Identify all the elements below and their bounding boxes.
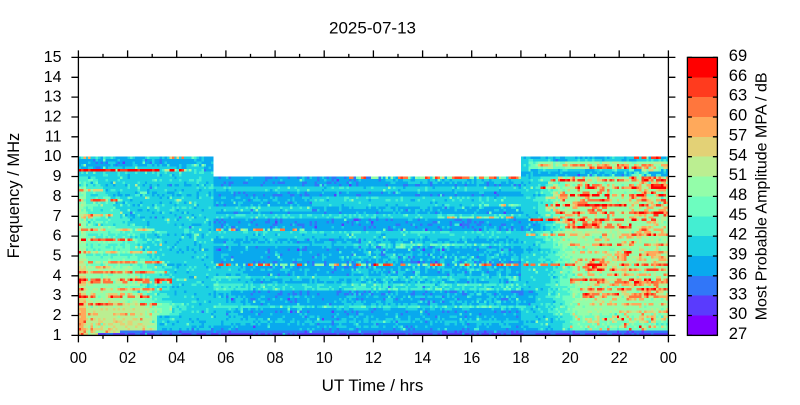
svg-text:14: 14: [44, 69, 62, 86]
svg-text:00: 00: [70, 350, 88, 367]
svg-text:08: 08: [266, 350, 283, 367]
svg-text:7: 7: [53, 208, 62, 225]
svg-text:12: 12: [365, 350, 382, 367]
svg-text:02: 02: [119, 350, 136, 367]
svg-text:63: 63: [729, 87, 747, 105]
svg-text:51: 51: [729, 166, 747, 184]
svg-text:14: 14: [414, 350, 432, 367]
svg-text:45: 45: [729, 206, 747, 224]
svg-text:4: 4: [53, 267, 62, 284]
svg-text:30: 30: [729, 305, 747, 323]
svg-text:39: 39: [729, 246, 747, 264]
svg-text:UT Time / hrs: UT Time / hrs: [322, 376, 424, 395]
svg-text:27: 27: [729, 325, 747, 343]
svg-text:10: 10: [316, 350, 334, 367]
svg-text:3: 3: [53, 287, 62, 304]
svg-text:22: 22: [611, 350, 628, 367]
svg-text:2: 2: [53, 307, 62, 324]
svg-text:1: 1: [53, 327, 62, 344]
svg-text:33: 33: [729, 285, 747, 303]
svg-text:10: 10: [44, 148, 62, 165]
svg-text:15: 15: [44, 49, 62, 66]
svg-text:11: 11: [45, 128, 62, 145]
svg-text:2025-07-13: 2025-07-13: [329, 19, 416, 38]
svg-text:57: 57: [729, 126, 747, 144]
svg-text:5: 5: [53, 248, 62, 265]
svg-text:66: 66: [729, 67, 747, 85]
svg-text:60: 60: [729, 107, 747, 125]
svg-text:16: 16: [463, 350, 480, 367]
svg-text:48: 48: [729, 186, 747, 204]
svg-text:20: 20: [561, 350, 579, 367]
svg-text:Frequency / MHz: Frequency / MHz: [5, 133, 23, 259]
svg-text:36: 36: [729, 265, 747, 283]
svg-text:04: 04: [168, 350, 186, 367]
svg-text:9: 9: [53, 168, 62, 185]
svg-text:13: 13: [44, 89, 62, 106]
svg-text:18: 18: [512, 350, 529, 367]
svg-text:12: 12: [44, 109, 62, 126]
svg-text:69: 69: [729, 47, 747, 65]
svg-text:42: 42: [729, 226, 747, 244]
svg-text:6: 6: [53, 228, 62, 245]
svg-text:00: 00: [660, 350, 678, 367]
svg-text:54: 54: [729, 146, 747, 164]
svg-text:06: 06: [217, 350, 234, 367]
svg-text:Most Probable Amplitude MPA /: Most Probable Amplitude MPA / dB: [754, 72, 771, 320]
svg-text:8: 8: [53, 188, 62, 205]
